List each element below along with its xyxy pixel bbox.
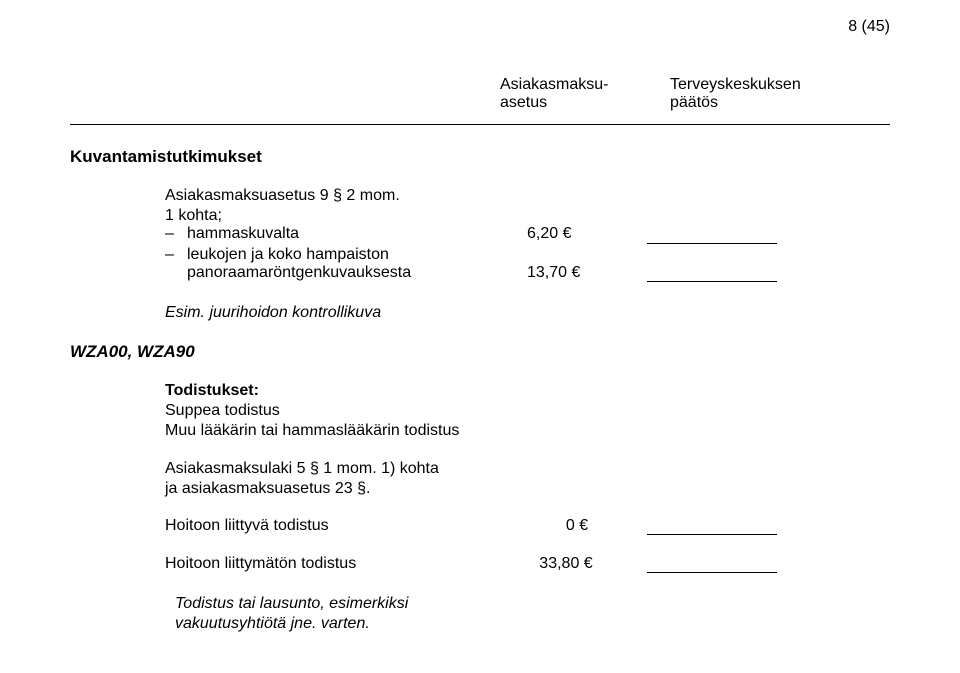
item-label: hammaskuvalta (187, 225, 527, 243)
header-spacer (70, 76, 500, 112)
footnote-line1: Todistus tai lausunto, esimerkiksi (175, 595, 890, 613)
item-label-line2: panoraamaröntgenkuvauksesta (187, 264, 527, 282)
ref-laki-line2: ja asiakasmaksuasetus 23 §. (165, 480, 890, 498)
row-label: Hoitoon liittyvä todistus (165, 517, 527, 535)
blank-field[interactable] (647, 264, 777, 283)
page: 8 (45) Asiakasmaksu- asetus Terveyskesku… (0, 0, 960, 673)
kohta-label: 1 kohta; (165, 207, 890, 225)
todistukset-title: Todistukset: (165, 382, 890, 400)
item-value: 13,70 € (527, 264, 627, 282)
row-label: Hoitoon liittymätön todistus (165, 555, 505, 573)
header-right: Terveyskeskuksen päätös (670, 76, 890, 112)
todistukset-line1: Suppea todistus (165, 402, 890, 420)
header-mid: Asiakasmaksu- asetus (500, 76, 670, 112)
ref-laki-line1: Asiakasmaksulaki 5 § 1 mom. 1) kohta (165, 460, 890, 478)
page-number: 8 (45) (848, 18, 890, 36)
footnote-line2: vakuutusyhtiötä jne. varten. (175, 615, 890, 633)
divider (70, 124, 890, 125)
section-title: Kuvantamistutkimukset (70, 147, 890, 167)
list-item: – hammaskuvalta 6,20 € (165, 225, 890, 244)
row-value: 0 € (527, 517, 627, 535)
item-value: 6,20 € (527, 225, 627, 243)
header-row: Asiakasmaksu- asetus Terveyskeskuksen pä… (70, 76, 890, 112)
item-label-line1: leukojen ja koko hampaiston (187, 246, 527, 264)
blank-field[interactable] (647, 555, 777, 574)
blank-field[interactable] (647, 516, 777, 535)
row-value: 33,80 € (505, 555, 627, 573)
todistukset-line2: Muu lääkärin tai hammaslääkärin todistus (165, 422, 890, 440)
example-note: Esim. juurihoidon kontrollikuva (165, 304, 890, 322)
code-label: WZA00, WZA90 (70, 342, 890, 362)
blank-field[interactable] (647, 225, 777, 244)
ref-asetus: Asiakasmaksuasetus 9 § 2 mom. (165, 187, 890, 205)
price-row: Hoitoon liittyvä todistus 0 € (165, 516, 890, 535)
dash-icon: – (165, 225, 187, 243)
list-item: – leukojen ja koko hampaiston panoraamar… (165, 246, 890, 283)
price-row: Hoitoon liittymätön todistus 33,80 € (165, 555, 890, 574)
dash-icon: – (165, 246, 187, 264)
